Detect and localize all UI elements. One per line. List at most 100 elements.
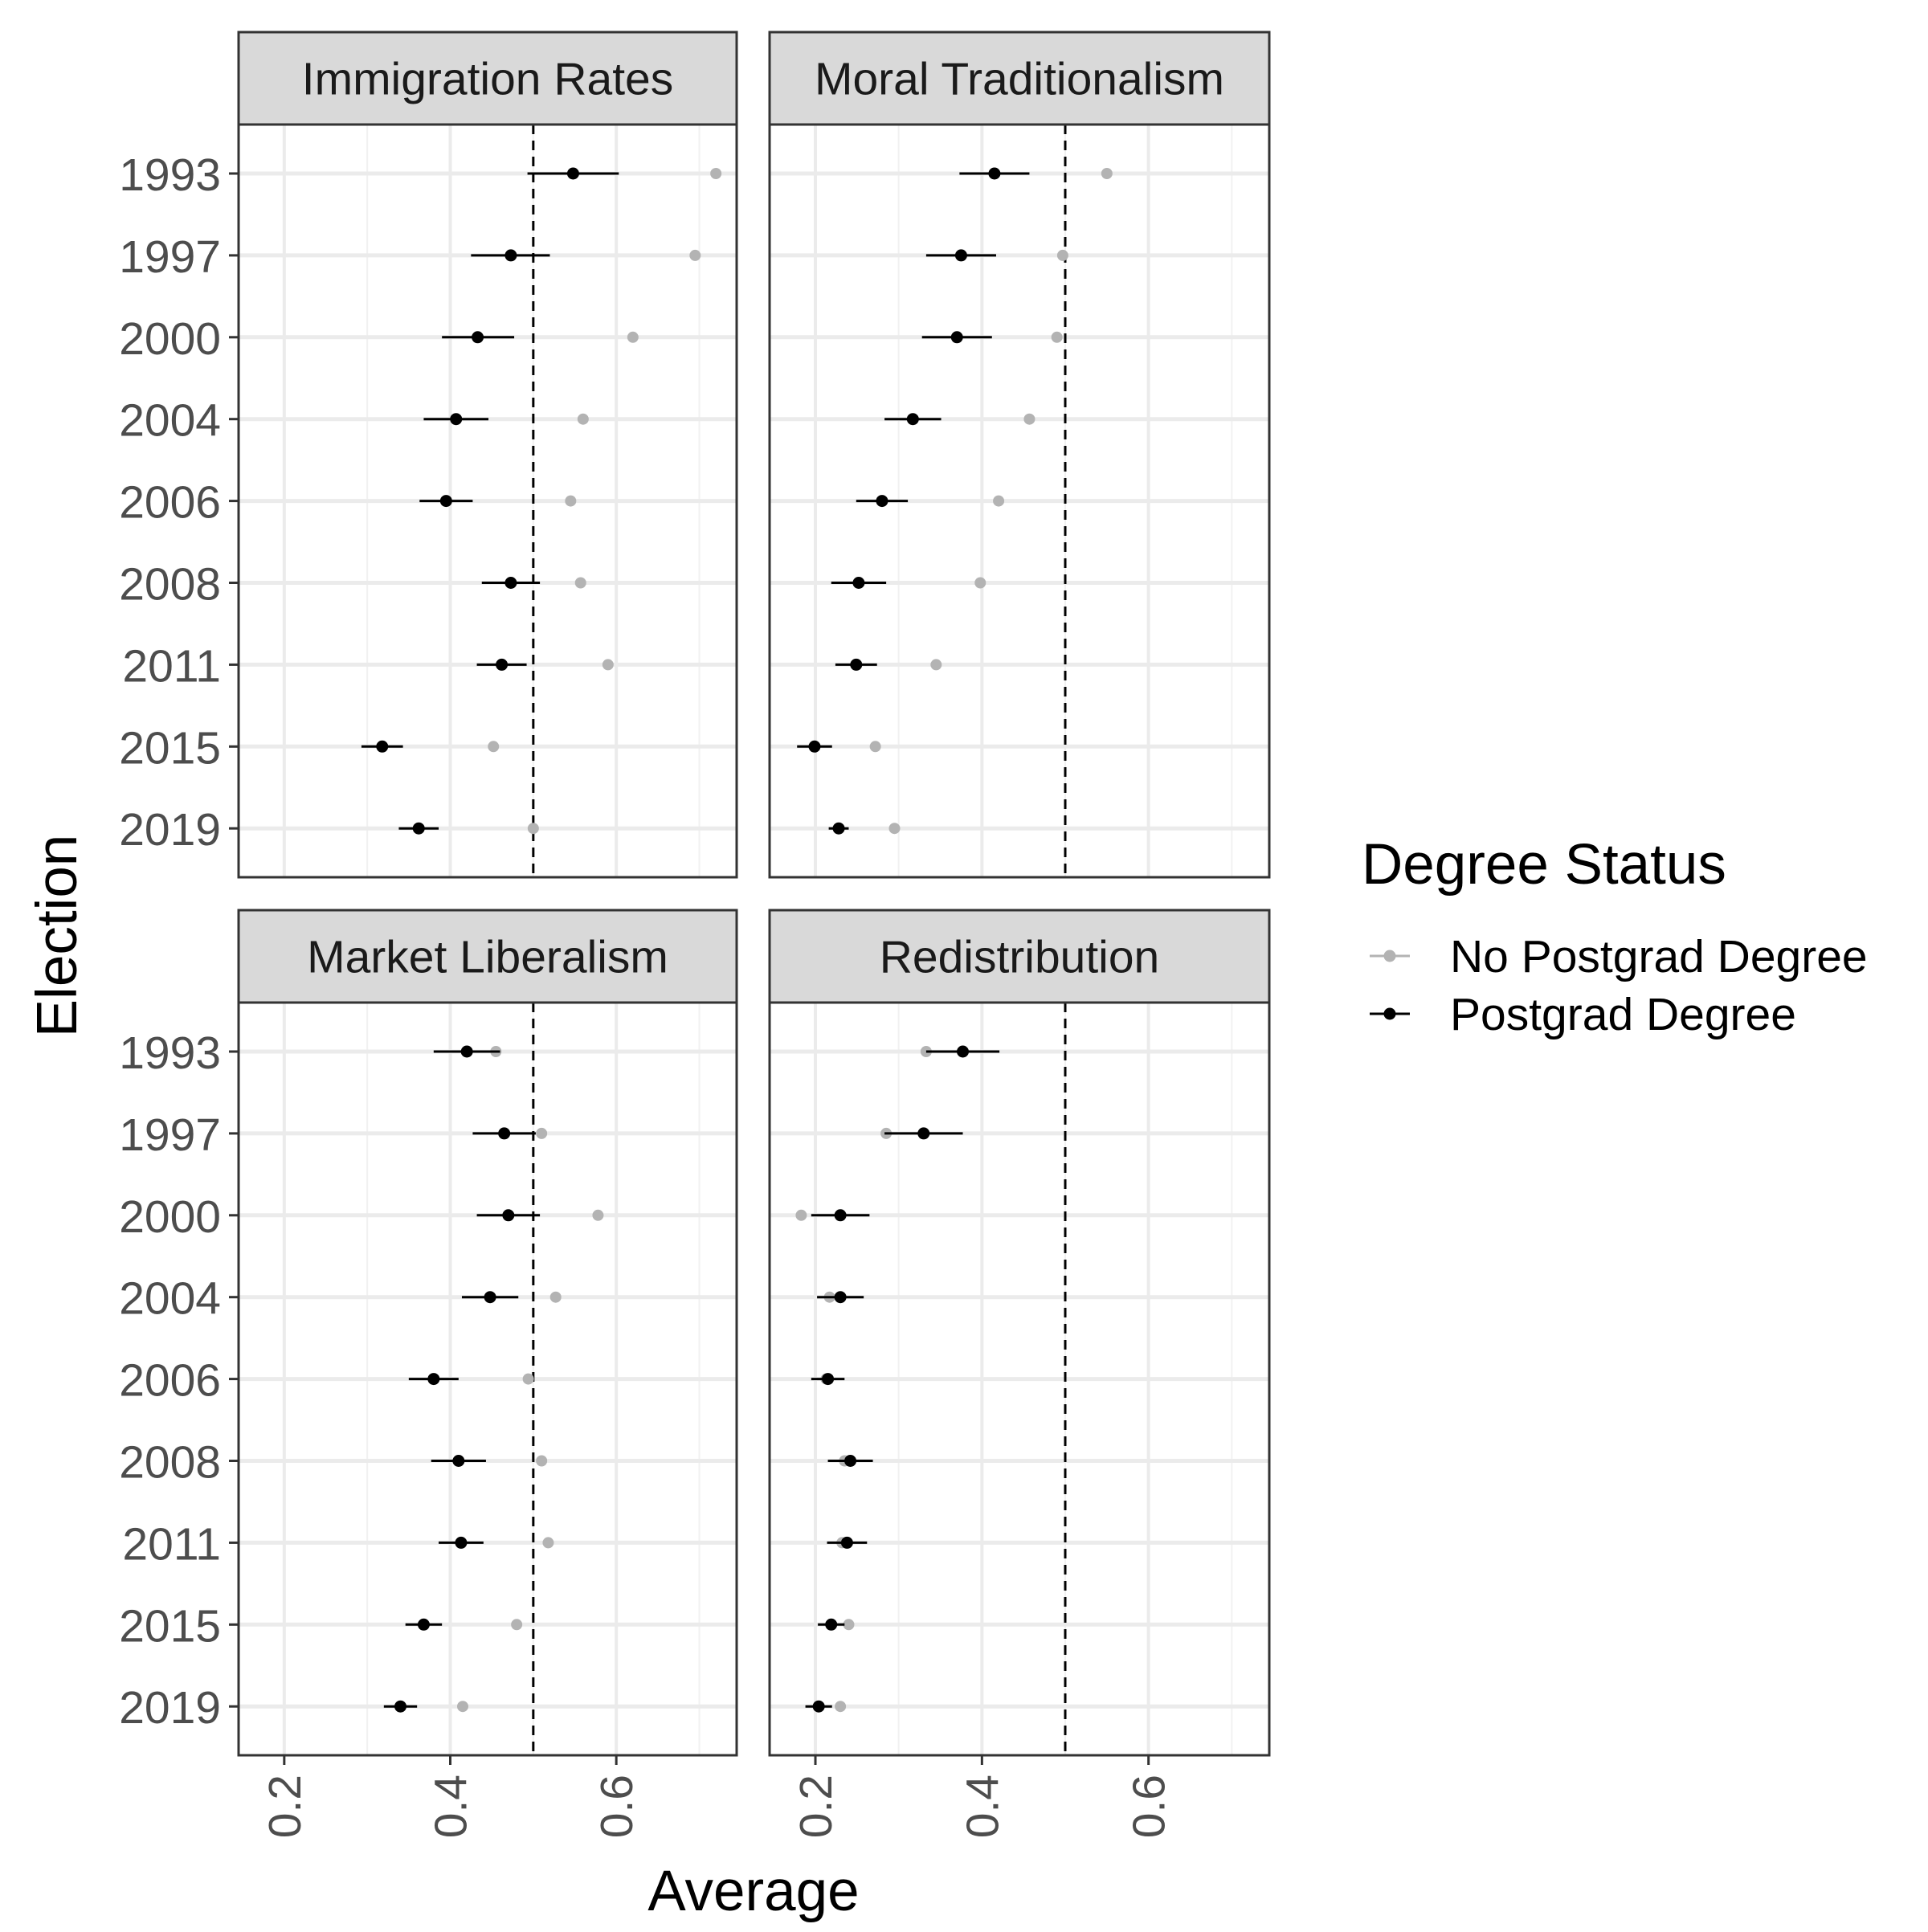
point-no-postgrad: [536, 1127, 548, 1139]
legend-label: Postgrad Degree: [1450, 989, 1796, 1040]
x-tick-label: 0.2: [259, 1775, 311, 1838]
point-no-postgrad: [574, 577, 586, 589]
y-tick-label: 2019: [119, 1682, 221, 1734]
x-tick-label: 0.2: [790, 1775, 842, 1838]
point-no-postgrad: [843, 1619, 855, 1631]
y-tick-label: 2004: [119, 395, 221, 447]
point-postgrad: [498, 1127, 511, 1140]
point-no-postgrad: [835, 1701, 847, 1713]
point-no-postgrad: [565, 495, 577, 507]
point-no-postgrad: [974, 577, 986, 589]
point-postgrad: [504, 577, 517, 589]
panel-2: Market Liberalism 1993 1997 2000 2004 2006 200…: [119, 909, 738, 1838]
point-postgrad: [439, 495, 452, 508]
y-tick-label: 2000: [119, 313, 221, 365]
point-postgrad: [496, 658, 509, 671]
point-postgrad: [376, 740, 389, 753]
y-tick-label: 1993: [119, 149, 221, 201]
point-no-postgrad: [457, 1701, 468, 1713]
point-postgrad: [484, 1291, 496, 1304]
legend-key-point: [1383, 1007, 1396, 1020]
legend: Degree Status No Postgrad Degree Postgrad …: [1362, 833, 1868, 1040]
point-no-postgrad: [592, 1209, 604, 1221]
point-postgrad: [850, 658, 863, 671]
point-no-postgrad: [795, 1209, 807, 1221]
point-postgrad: [950, 331, 963, 344]
point-postgrad: [394, 1700, 406, 1713]
point-postgrad: [844, 1455, 857, 1467]
legend-title: Degree Status: [1362, 833, 1726, 897]
point-postgrad: [460, 1045, 473, 1058]
point-postgrad: [832, 822, 845, 835]
y-tick-label: 2011: [122, 1518, 221, 1570]
point-no-postgrad: [536, 1455, 548, 1467]
facet-title: Market Liberalism: [307, 932, 668, 983]
facet-title: Redistribution: [880, 932, 1160, 983]
point-postgrad: [472, 331, 484, 344]
point-postgrad: [840, 1536, 853, 1549]
point-postgrad: [822, 1373, 835, 1386]
point-no-postgrad: [602, 659, 614, 671]
point-no-postgrad: [888, 823, 901, 835]
point-postgrad: [412, 822, 425, 835]
point-postgrad: [852, 577, 865, 589]
facet-strip: [768, 909, 1271, 1004]
y-tick-label: 2011: [122, 640, 221, 692]
point-no-postgrad: [710, 168, 722, 179]
legend-label: No Postgrad Degree: [1450, 931, 1868, 982]
point-postgrad: [988, 167, 1001, 180]
x-tick-label: 0.4: [957, 1775, 1008, 1838]
point-no-postgrad: [1056, 249, 1068, 261]
point-postgrad: [502, 1209, 515, 1222]
x-tick-label: 0.6: [1124, 1775, 1175, 1838]
y-tick-label: 1997: [119, 231, 221, 283]
point-postgrad: [834, 1291, 847, 1304]
point-no-postgrad: [549, 1291, 562, 1303]
y-tick-label: 2019: [119, 804, 221, 856]
point-postgrad: [452, 1455, 465, 1467]
point-postgrad: [808, 740, 821, 753]
y-tick-label: 2006: [119, 1355, 221, 1407]
point-no-postgrad: [1101, 168, 1113, 179]
panel-0: Immigration Rates 1993 1997 2000 2004 2006 200…: [119, 31, 738, 879]
point-no-postgrad: [527, 823, 539, 835]
point-no-postgrad: [930, 659, 942, 671]
point-postgrad: [825, 1618, 838, 1631]
point-no-postgrad: [869, 741, 881, 753]
point-postgrad: [834, 1209, 847, 1222]
y-tick-label: 2008: [119, 1437, 221, 1489]
point-postgrad: [876, 495, 888, 508]
x-axis-title: Average: [647, 1860, 859, 1923]
y-tick-label: 2006: [119, 477, 221, 529]
point-postgrad: [417, 1618, 430, 1631]
y-axis-title: Election: [26, 835, 89, 1038]
point-no-postgrad: [542, 1537, 554, 1549]
facet-title: Moral Traditionalism: [815, 54, 1224, 105]
facet-strip: [237, 31, 738, 126]
legend-key-point: [1383, 950, 1396, 962]
panel-1: Moral Traditionalism: [768, 31, 1271, 879]
panel-3: Redistribution 0.2 0.4 0.6: [768, 909, 1271, 1838]
point-no-postgrad: [689, 249, 701, 261]
point-no-postgrad: [522, 1373, 534, 1385]
point-postgrad: [450, 413, 463, 426]
point-no-postgrad: [1023, 413, 1035, 425]
point-postgrad: [455, 1536, 468, 1549]
point-postgrad: [504, 249, 517, 262]
point-no-postgrad: [627, 331, 639, 343]
point-no-postgrad: [577, 413, 589, 425]
point-no-postgrad: [993, 495, 1005, 507]
y-tick-label: 2008: [119, 559, 221, 611]
point-no-postgrad: [1051, 331, 1063, 343]
point-postgrad: [566, 167, 579, 180]
y-tick-label: 2000: [119, 1191, 221, 1243]
x-tick-label: 0.6: [591, 1775, 643, 1838]
point-postgrad: [957, 1045, 970, 1058]
point-no-postgrad: [488, 741, 500, 753]
point-no-postgrad: [511, 1619, 523, 1631]
y-tick-label: 2015: [119, 722, 221, 774]
facet-strip: [768, 31, 1271, 126]
facet-strip: [237, 909, 738, 1004]
